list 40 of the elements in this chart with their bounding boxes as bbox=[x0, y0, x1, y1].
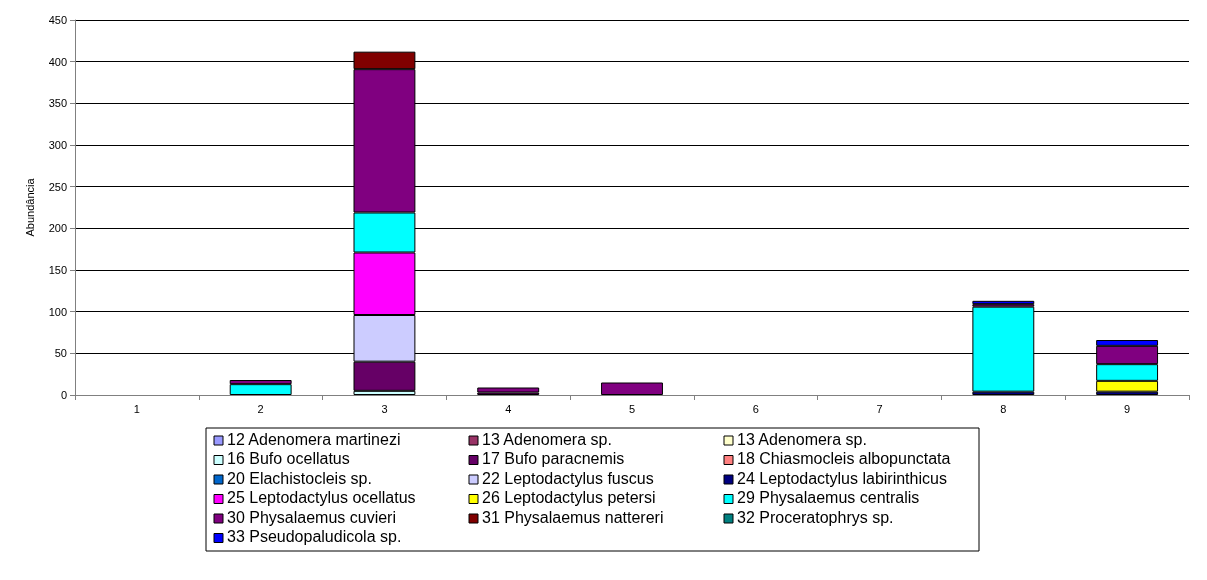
legend-label: 17 Bufo paracnemis bbox=[482, 450, 625, 467]
y-tick-label: 350 bbox=[48, 97, 67, 110]
legend-label: 24 Leptodactylus labirinthicus bbox=[737, 469, 947, 487]
legend-label: 13 Adenomera sp. bbox=[737, 430, 867, 448]
legend-label: 29 Physalaemus centralis bbox=[737, 489, 920, 506]
bar bbox=[477, 387, 540, 393]
x-tick-label: 1 bbox=[133, 402, 140, 415]
y-tick-label: 100 bbox=[48, 305, 67, 318]
x-tick-label: 3 bbox=[381, 402, 388, 415]
y-axis-title: Abundância bbox=[23, 177, 36, 237]
legend-label: 18 Chiasmocleis albopunctata bbox=[737, 450, 951, 467]
y-tick-label: 450 bbox=[48, 14, 67, 26]
bar bbox=[972, 300, 1035, 305]
y-tick-label: 150 bbox=[48, 264, 67, 276]
x-tick-label: 8 bbox=[1000, 402, 1007, 415]
x-tick-label: 6 bbox=[752, 402, 759, 415]
legend-label: 20 Elachistocleis sp. bbox=[227, 469, 372, 487]
legend-label: 33 Pseudopaludicola sp. bbox=[227, 528, 402, 545]
legend-label: 30 Physalaemus cuvieri bbox=[227, 508, 396, 526]
y-tick-label: 250 bbox=[48, 180, 67, 193]
x-tick-label: 4 bbox=[505, 402, 512, 415]
legend-label: 13 Adenomera sp. bbox=[482, 430, 612, 448]
legend-label: 22 Leptodactylus fuscus bbox=[482, 469, 654, 487]
x-tick-label: 9 bbox=[1124, 402, 1131, 415]
legend-label: 26 Leptodactylus petersi bbox=[482, 489, 656, 506]
x-tick-label: 7 bbox=[876, 402, 883, 415]
bar bbox=[229, 384, 292, 395]
y-tick-label: 300 bbox=[48, 139, 67, 151]
legend-label: 31 Physalaemus nattereri bbox=[482, 508, 664, 526]
x-tick-label: 5 bbox=[628, 402, 636, 415]
legend-label: 25 Leptodactylus ocellatus bbox=[227, 489, 416, 506]
y-tick-label: 50 bbox=[54, 347, 67, 360]
bar bbox=[601, 382, 663, 395]
y-tick-label: 400 bbox=[48, 55, 67, 68]
y-tick-label: 200 bbox=[48, 222, 67, 235]
legend-label: 12 Adenomera martinezi bbox=[227, 430, 401, 448]
x-tick-label: 2 bbox=[257, 402, 264, 415]
legend-label: 32 Proceratophrys sp. bbox=[737, 508, 894, 526]
y-tick-label: 0 bbox=[60, 389, 67, 401]
legend-label: 16 Bufo ocellatus bbox=[227, 450, 350, 467]
